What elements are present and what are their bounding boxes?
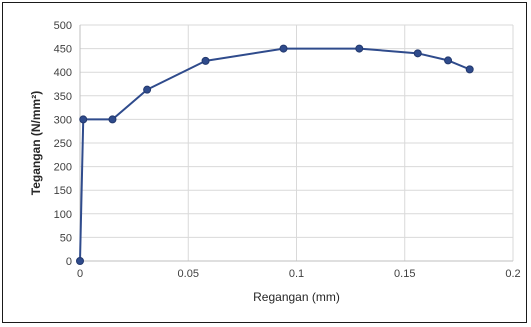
series-line — [79, 47, 471, 262]
x-tick-label: 0.1 — [289, 268, 304, 280]
x-tick-label: 0.15 — [394, 268, 415, 280]
y-tick-label: 400 — [54, 67, 72, 79]
y-tick-label: 0 — [66, 256, 72, 268]
x-tick-label: 0.05 — [178, 268, 199, 280]
data-point — [444, 56, 453, 65]
y-axis-title: Tegangan (N/mm²) — [29, 91, 43, 195]
y-tick-label: 150 — [54, 185, 72, 197]
y-tick-label: 350 — [54, 91, 72, 103]
data-point — [413, 49, 422, 58]
y-tick-label: 200 — [54, 162, 72, 174]
x-axis-title: Regangan (mm) — [253, 290, 340, 304]
y-tick-label: 100 — [54, 209, 72, 221]
y-tick-label: 250 — [54, 138, 72, 150]
data-point — [201, 56, 210, 65]
data-point — [355, 44, 364, 53]
data-point — [76, 257, 84, 265]
y-tick-label: 500 — [54, 20, 72, 32]
data-point — [279, 44, 288, 53]
series — [76, 44, 474, 265]
data-point — [143, 85, 152, 94]
data-point — [465, 65, 474, 74]
y-tick-label: 50 — [60, 232, 72, 244]
tick-labels: 0 50 100 150 200 250 300 350 400 450 500 0 0.05 0.1 0.… — [54, 20, 521, 280]
y-tick-label: 450 — [54, 44, 72, 56]
data-point — [108, 115, 117, 124]
y-tick-label: 300 — [54, 114, 72, 126]
chart-frame — [2, 2, 527, 323]
x-tick-label: 0.2 — [505, 268, 520, 280]
data-point — [79, 115, 88, 124]
x-tick-label: 0 — [77, 268, 83, 280]
